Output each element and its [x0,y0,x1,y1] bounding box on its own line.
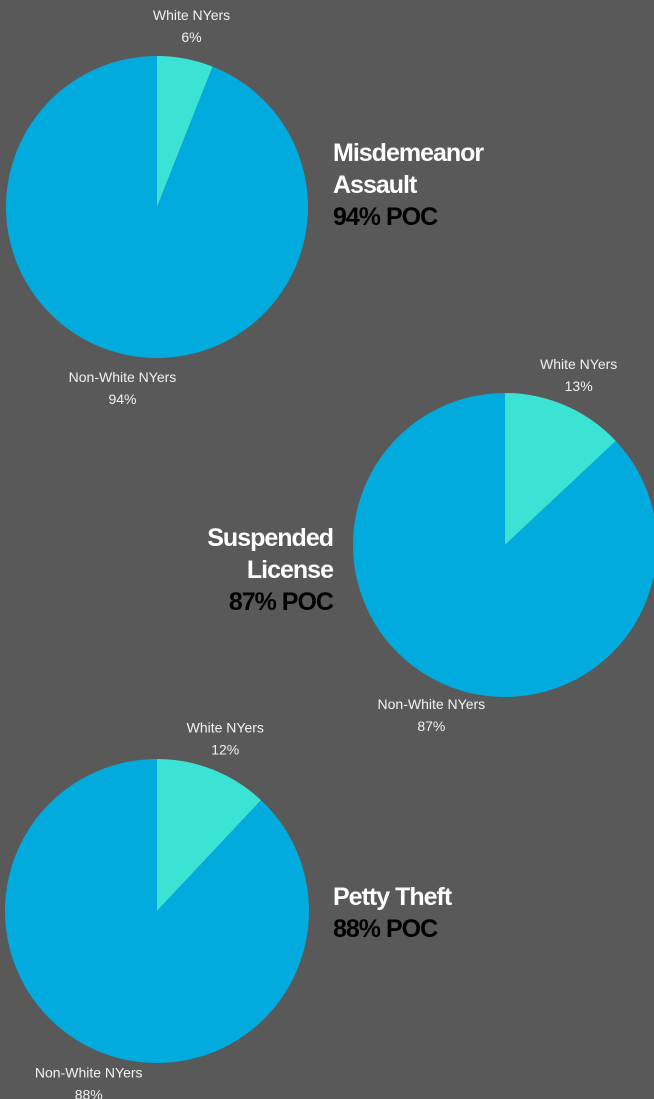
pie-slice [4,759,309,1063]
slice-value-label: 12% [211,742,239,758]
slice-category-label: White NYers [153,7,230,23]
chart-title: Suspended [207,524,333,552]
pie-slice [505,393,616,545]
pie-slice [353,393,654,697]
slice-value-label: 87% [417,718,445,734]
chart-subtitle: 88% POC [333,915,438,943]
slice-category-label: Non-White NYers [35,1064,143,1080]
slice-value-label: 94% [108,391,136,407]
slice-category-label: White NYers [187,720,264,736]
pie-slice [157,759,262,911]
chart-title: Assault [333,171,418,199]
chart-title: Petty Theft [333,883,453,911]
slice-category-label: Non-White NYers [378,696,486,712]
slice-value-label: 13% [565,378,593,394]
slice-category-label: Non-White NYers [69,369,177,385]
chart-title: License [247,556,334,584]
chart-subtitle: 87% POC [229,588,334,616]
slice-value-label: 6% [181,29,201,45]
chart-subtitle: 94% POC [333,203,438,231]
slice-value-label: 88% [75,1086,103,1099]
pie-slice [5,56,308,358]
slice-category-label: White NYers [540,356,617,372]
chart-title: Misdemeanor [333,139,484,167]
pie-slice [157,56,213,207]
